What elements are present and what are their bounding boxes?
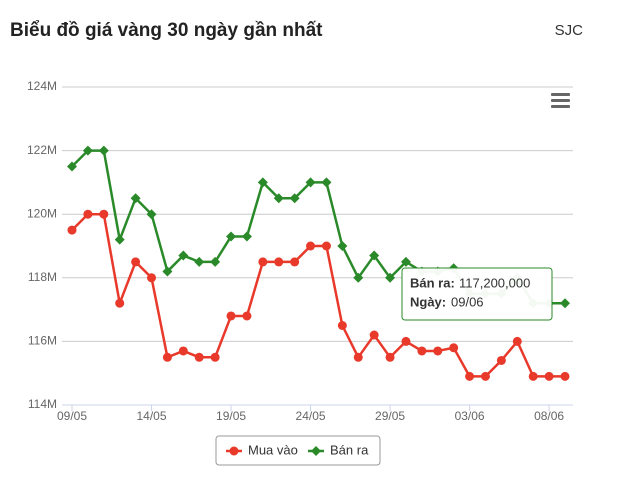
menu-bar [551,99,570,102]
point [114,234,125,245]
legend: Mua vào Bán ra [226,442,369,457]
point [465,371,475,381]
plot [67,145,570,381]
point [242,311,252,321]
legend-label: Mua vào [248,442,298,457]
y-tick-label: 120M [27,206,57,220]
point [289,193,300,204]
tooltip-value: 117,200,000 [459,275,530,290]
point [528,371,538,381]
point [130,193,141,204]
point [241,231,252,242]
point [131,257,141,267]
point [274,257,284,267]
y-tick-label: 114M [28,397,57,411]
point [321,177,332,188]
point [82,145,93,156]
point [311,446,321,456]
y-tick-label: 122M [27,143,57,157]
point [385,352,395,362]
tooltip-label: Bán ra: [410,275,455,290]
point [560,298,570,309]
point [400,256,411,267]
point [496,355,506,365]
point [433,346,443,356]
point [115,298,125,308]
x-tick-label: 24/05 [296,409,326,423]
legend-label: Bán ra [330,442,369,457]
point [226,231,237,242]
chart-subtitle: SJC [555,22,584,39]
point [147,273,157,283]
point [210,352,220,362]
tooltip-label: Ngày: [410,294,446,309]
point [401,336,411,346]
chart-title: Biểu đồ giá vàng 30 ngày gần nhất [10,20,323,41]
x-tick-label: 14/05 [137,409,167,423]
y-tick-label: 116M [28,334,57,348]
point [194,256,205,267]
point [512,336,522,346]
point [321,241,331,251]
point [162,266,173,277]
point [98,145,109,156]
menu-bar [551,105,570,108]
point [353,352,363,362]
y-tick-label: 124M [27,79,57,93]
point [146,209,157,220]
point [67,161,77,172]
point [337,321,347,330]
point [67,225,77,235]
y-tick-label: 118M [28,270,57,284]
x-tick-label: 09/05 [57,409,87,423]
grid: 114M 116M 118M 120M 122M 124M 09/05 14/05 19/05 2… [27,79,573,423]
tooltip-box [401,267,553,321]
point [210,256,221,267]
x-tick-label: 29/05 [375,409,405,423]
point [560,371,570,381]
point [306,241,316,251]
point [162,352,172,362]
menu-icon[interactable] [551,93,570,108]
menu-bar [551,93,570,96]
point [369,330,379,340]
point [99,209,109,219]
point [83,209,93,219]
x-tick-label: 19/05 [216,409,246,423]
point [290,257,300,267]
point [229,446,239,456]
point [178,346,188,356]
point [337,241,348,251]
tooltip-date: 09/06 [451,294,484,309]
x-tick-label: 03/06 [455,409,485,423]
point [273,193,284,204]
legend-box [215,435,381,466]
tooltip: Bán ra: 117,200,000 Ngày: 09/06 [401,267,553,321]
point [544,371,554,381]
point [417,346,427,356]
point [305,177,316,188]
point [258,257,268,267]
point [353,272,364,283]
point [257,177,268,188]
point [369,250,380,261]
point [480,371,490,381]
point [194,352,204,362]
point [449,343,459,353]
point [385,272,396,283]
point [226,311,236,321]
point [178,250,189,261]
x-tick-label: 08/06 [534,409,564,423]
